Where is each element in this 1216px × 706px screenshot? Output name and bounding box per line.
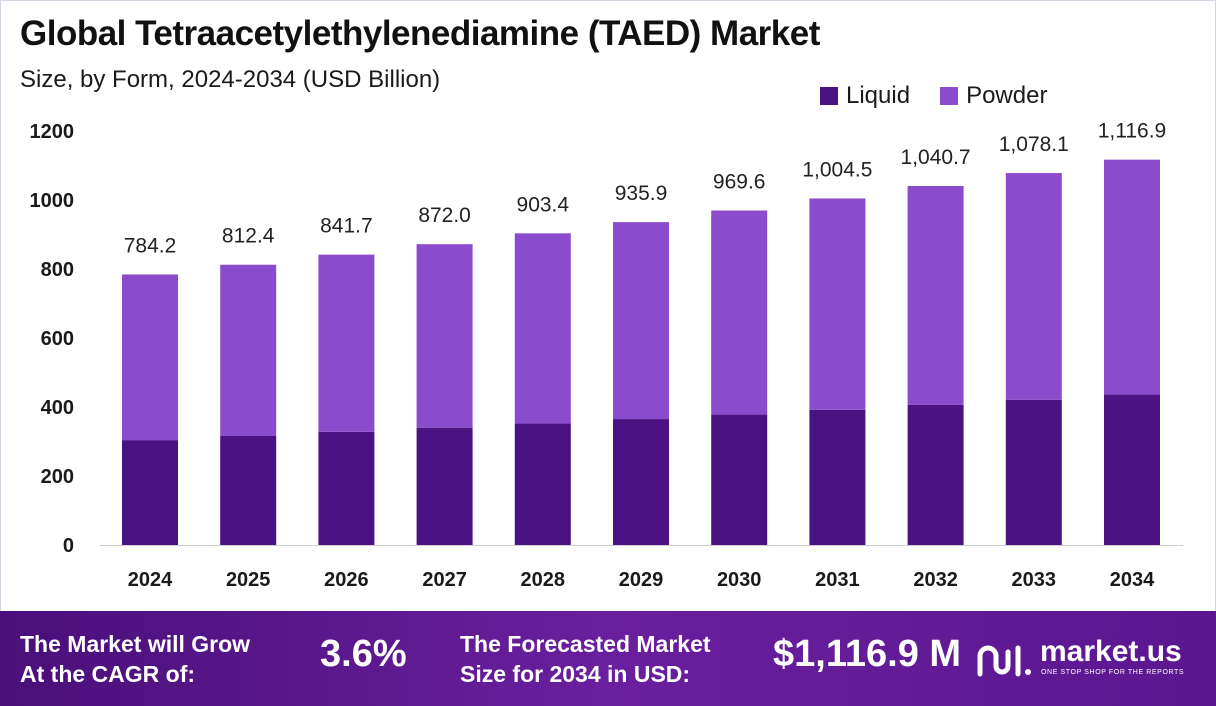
bar-liquid-2032	[907, 404, 964, 545]
brand-name: market.us	[1040, 635, 1182, 668]
bar-powder-2024	[122, 274, 178, 441]
forecast-value: $1,116.9 M	[773, 633, 962, 675]
x-tick-label-2030: 2030	[717, 569, 762, 591]
data-label-2026: 841.7	[320, 215, 373, 238]
forecast-text: The Forecasted Market Size for 2034 in U…	[460, 629, 711, 689]
bar-powder-2027	[416, 244, 473, 428]
bar-powder-2034	[1104, 159, 1160, 395]
x-tick-label-2032: 2032	[913, 569, 958, 591]
data-label-2034: 1,116.9	[1098, 120, 1167, 143]
bar-powder-2031	[809, 198, 866, 410]
data-label-2031: 1,004.5	[802, 158, 872, 181]
bar-liquid-2031	[809, 409, 866, 545]
forecast-text-line2: Size for 2034 in USD:	[460, 661, 691, 687]
bar-liquid-2025	[220, 435, 277, 545]
market-us-logo-icon	[977, 645, 1031, 677]
y-tick-label: 1000	[30, 190, 75, 212]
cagr-text-line1: The Market will Grow	[20, 631, 251, 657]
x-tick-label-2029: 2029	[619, 569, 664, 591]
bar-liquid-2034	[1104, 394, 1160, 545]
bar-liquid-2028	[514, 423, 571, 545]
y-tick-label: 200	[41, 466, 74, 488]
data-label-2029: 935.9	[615, 182, 668, 205]
forecast-text-line1: The Forecasted Market	[460, 631, 711, 657]
bar-powder-2028	[514, 233, 571, 424]
bar-chart: 0 200 400 600 800 1000 1200 784.2 2024 812.4 2025 8…	[30, 120, 1183, 591]
cagr-text: The Market will Grow At the CAGR of:	[20, 629, 250, 689]
x-tick-label-2024: 2024	[128, 569, 173, 591]
y-tick-label: 800	[41, 259, 74, 281]
legend: Liquid Powder	[820, 82, 1047, 110]
cagr-text-line2: At the CAGR of:	[20, 661, 196, 687]
bar-powder-2026	[318, 254, 375, 432]
data-label-2030: 969.6	[713, 170, 766, 193]
legend-swatch-powder	[940, 87, 959, 105]
x-tick-label-2027: 2027	[422, 569, 467, 591]
y-tick-label: 600	[41, 328, 74, 350]
data-label-2027: 872.0	[418, 204, 471, 227]
bar-liquid-2033	[1005, 399, 1062, 545]
bar-liquid-2029	[613, 419, 669, 545]
bar-powder-2029	[613, 222, 669, 420]
chart-title: Global Tetraacetylethylenediamine (TAED)…	[20, 14, 820, 53]
y-tick-label: 0	[63, 535, 74, 557]
x-tick-label-2028: 2028	[521, 569, 566, 591]
footer-banner: The Market will Grow At the CAGR of: 3.6…	[0, 611, 1216, 706]
x-tick-label-2034: 2034	[1110, 569, 1155, 591]
legend-label-powder: Powder	[966, 82, 1048, 109]
legend-label-liquid: Liquid	[846, 82, 911, 109]
bar-powder-2033	[1005, 173, 1062, 400]
data-label-2025: 812.4	[222, 225, 275, 248]
brand-tagline: ONE STOP SHOP FOR THE REPORTS	[1041, 669, 1185, 676]
legend-item-powder: Powder	[940, 82, 1047, 110]
legend-item-liquid: Liquid	[820, 82, 910, 110]
chart-subtitle: Size, by Form, 2024-2034 (USD Billion)	[20, 66, 441, 93]
cagr-value: 3.6%	[320, 633, 407, 675]
data-label-2024: 784.2	[124, 234, 177, 257]
data-label-2028: 903.4	[517, 193, 570, 216]
y-tick-label: 1200	[30, 121, 75, 143]
x-tick-label-2026: 2026	[324, 569, 369, 591]
data-label-2032: 1,040.7	[901, 146, 971, 169]
x-tick-label-2031: 2031	[815, 569, 860, 591]
y-tick-label: 400	[41, 397, 74, 419]
data-label-2033: 1,078.1	[999, 133, 1069, 156]
bar-liquid-2030	[711, 414, 768, 545]
bar-powder-2025	[220, 264, 277, 436]
x-tick-label-2025: 2025	[226, 569, 271, 591]
bar-liquid-2024	[122, 440, 178, 545]
bar-liquid-2027	[416, 427, 473, 545]
bar-liquid-2026	[318, 431, 375, 545]
x-tick-label-2033: 2033	[1012, 569, 1057, 591]
legend-swatch-liquid	[820, 87, 838, 105]
bar-powder-2032	[907, 185, 964, 405]
bar-powder-2030	[711, 210, 768, 415]
